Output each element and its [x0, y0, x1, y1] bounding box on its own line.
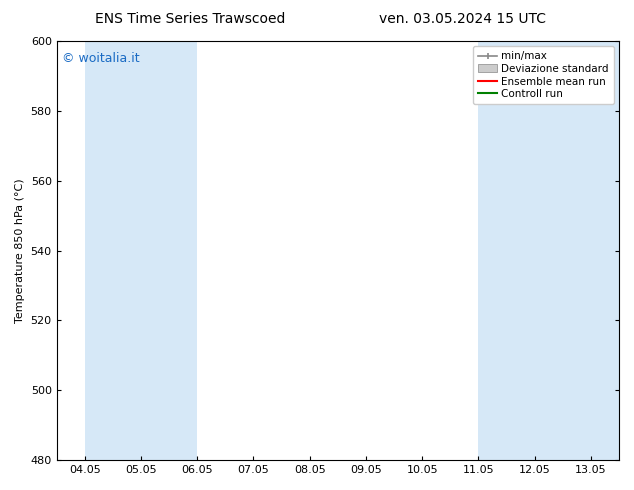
Text: ven. 03.05.2024 15 UTC: ven. 03.05.2024 15 UTC [379, 12, 547, 26]
Y-axis label: Temperature 850 hPa (°C): Temperature 850 hPa (°C) [15, 178, 25, 323]
Bar [85, 41, 141, 460]
Text: ENS Time Series Trawscoed: ENS Time Series Trawscoed [95, 12, 285, 26]
Legend: min/max, Deviazione standard, Ensemble mean run, Controll run: min/max, Deviazione standard, Ensemble m… [473, 46, 614, 104]
Bar [591, 41, 619, 460]
Bar [534, 41, 591, 460]
Bar [141, 41, 197, 460]
Bar [479, 41, 534, 460]
Text: © woitalia.it: © woitalia.it [62, 51, 140, 65]
